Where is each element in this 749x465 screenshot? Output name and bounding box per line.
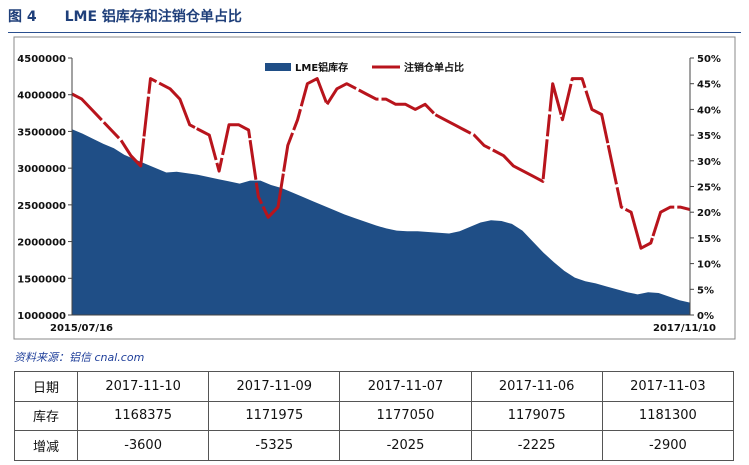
- legend-stock-swatch: [265, 63, 291, 71]
- source-note: 资料来源：铝信 cnal.com: [14, 351, 145, 364]
- left-tick-label: 3000000: [17, 164, 66, 175]
- table-cell: 2017-11-07: [339, 371, 472, 402]
- right-tick-label: 35%: [697, 131, 721, 142]
- row-header: 增减: [14, 430, 78, 461]
- right-tick-label: 45%: [697, 80, 721, 91]
- table-row: 增减 -3600 -5325 -2025 -2225 -2900: [14, 430, 735, 461]
- table-cell: 2017-11-03: [601, 371, 735, 402]
- table-cell: -2025: [339, 430, 472, 461]
- right-tick-label: 40%: [697, 105, 721, 116]
- table-row: 库存 1168375 1171975 1177050 1179075 1181300: [14, 400, 735, 432]
- table-cell: 1177050: [339, 400, 472, 432]
- inventory-table: 日期 2017-11-10 2017-11-09 2017-11-07 2017-11-…: [14, 371, 735, 461]
- table-cell: -5325: [208, 430, 341, 461]
- ratio-line: [71, 77, 691, 250]
- table-cell: 2017-11-10: [76, 371, 210, 402]
- stock-area: [72, 129, 690, 315]
- legend-ratio-label: 注销仓单占比: [404, 61, 464, 74]
- left-tick-label: 1500000: [17, 274, 66, 285]
- table-cell: -2225: [470, 430, 603, 461]
- right-tick-label: 15%: [697, 234, 721, 245]
- table-cell: -3600: [76, 430, 210, 461]
- stock-area-layer: [72, 129, 690, 315]
- right-tick-label: 0%: [697, 311, 714, 322]
- figure-title: 图 4 LME 铝库存和注销仓单占比: [8, 6, 242, 28]
- left-tick-label: 2500000: [17, 201, 66, 212]
- right-tick-label: 10%: [697, 260, 721, 271]
- chart: 1000000 1500000 2000000 2500000 3000000 35000…: [13, 36, 736, 340]
- table-row: 日期 2017-11-10 2017-11-09 2017-11-07 2017-11-…: [14, 371, 735, 402]
- right-axis: 0% 5% 10% 15% 20% 25% 30% 35% 40% 45% 50%: [690, 54, 721, 322]
- left-tick-label: 2000000: [17, 238, 66, 249]
- legend: LME铝库存 注销仓单占比: [265, 61, 464, 74]
- table-cell: 1171975: [208, 400, 341, 432]
- left-tick-label: 4000000: [17, 91, 66, 102]
- left-tick-label: 4500000: [17, 54, 66, 65]
- table-cell: 2017-11-06: [470, 371, 603, 402]
- right-tick-label: 20%: [697, 208, 721, 219]
- x-start-label: 2015/07/16: [50, 323, 113, 334]
- figure-number: 图 4: [8, 9, 37, 25]
- table-cell: -2900: [601, 430, 735, 461]
- left-tick-label: 1000000: [17, 311, 66, 322]
- ratio-line-layer: [71, 77, 691, 250]
- title-divider: [8, 32, 741, 33]
- table-cell: 2017-11-09: [208, 371, 341, 402]
- right-tick-label: 25%: [697, 183, 721, 194]
- plot-frame: [13, 36, 736, 340]
- left-axis: 1000000 1500000 2000000 2500000 3000000 35000…: [17, 54, 72, 322]
- legend-stock-label: LME铝库存: [295, 61, 348, 74]
- row-header: 库存: [14, 400, 78, 432]
- figure-title-text: LME 铝库存和注销仓单占比: [64, 9, 242, 25]
- right-tick-label: 30%: [697, 157, 721, 168]
- row-header: 日期: [14, 371, 78, 402]
- table-cell: 1179075: [470, 400, 603, 432]
- table-cell: 1181300: [601, 400, 735, 432]
- left-tick-label: 3500000: [17, 127, 66, 138]
- table-cell: 1168375: [76, 400, 210, 432]
- right-tick-label: 50%: [697, 54, 721, 65]
- x-end-label: 2017/11/10: [653, 323, 716, 334]
- right-tick-label: 5%: [697, 285, 714, 296]
